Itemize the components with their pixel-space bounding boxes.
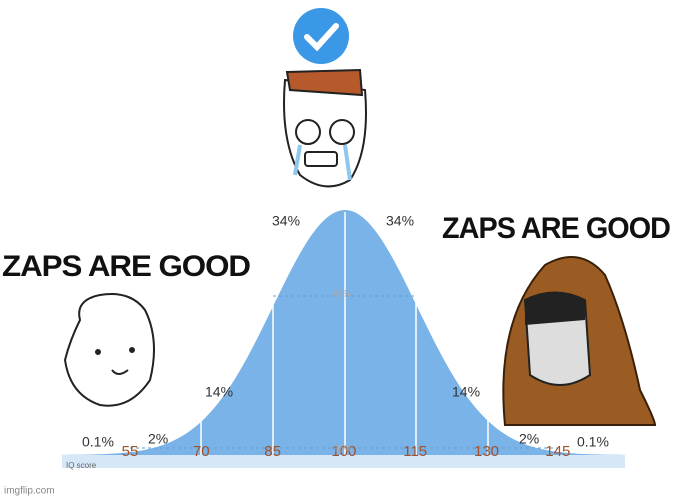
pct: 14%	[205, 384, 233, 400]
verified-badge	[293, 8, 349, 64]
pct: 0.1%	[577, 434, 609, 450]
sigma-lines	[200, 212, 489, 455]
simple-face	[63, 293, 155, 407]
bell-curve	[62, 210, 625, 455]
pct: 95%	[334, 443, 352, 453]
pct: 34%	[272, 213, 300, 229]
iq-score: 115	[403, 443, 427, 460]
band-lines	[130, 295, 558, 449]
iq-score: 55	[122, 443, 139, 460]
pct: 68%	[333, 288, 351, 298]
iq-score: 100	[331, 443, 356, 460]
pct: 2%	[148, 431, 168, 447]
hooded-face	[502, 256, 657, 426]
watermark: imgflip.com	[4, 486, 55, 497]
caption: ZAPS ARE GOOD	[2, 250, 250, 283]
pct: 0.1%	[82, 434, 114, 450]
caption: ZAPS ARE GOOD	[442, 212, 670, 245]
iq-score: 70	[193, 443, 210, 460]
pct: 34%	[386, 213, 414, 229]
crying-face	[283, 68, 367, 188]
axis-band	[62, 455, 625, 468]
iq-score: 145	[545, 443, 570, 460]
axis-label: IQ score	[66, 461, 97, 470]
iq-score: 130	[474, 443, 499, 460]
pct: 2%	[519, 431, 539, 447]
pct: 14%	[452, 384, 480, 400]
iq-score: 85	[264, 443, 281, 460]
